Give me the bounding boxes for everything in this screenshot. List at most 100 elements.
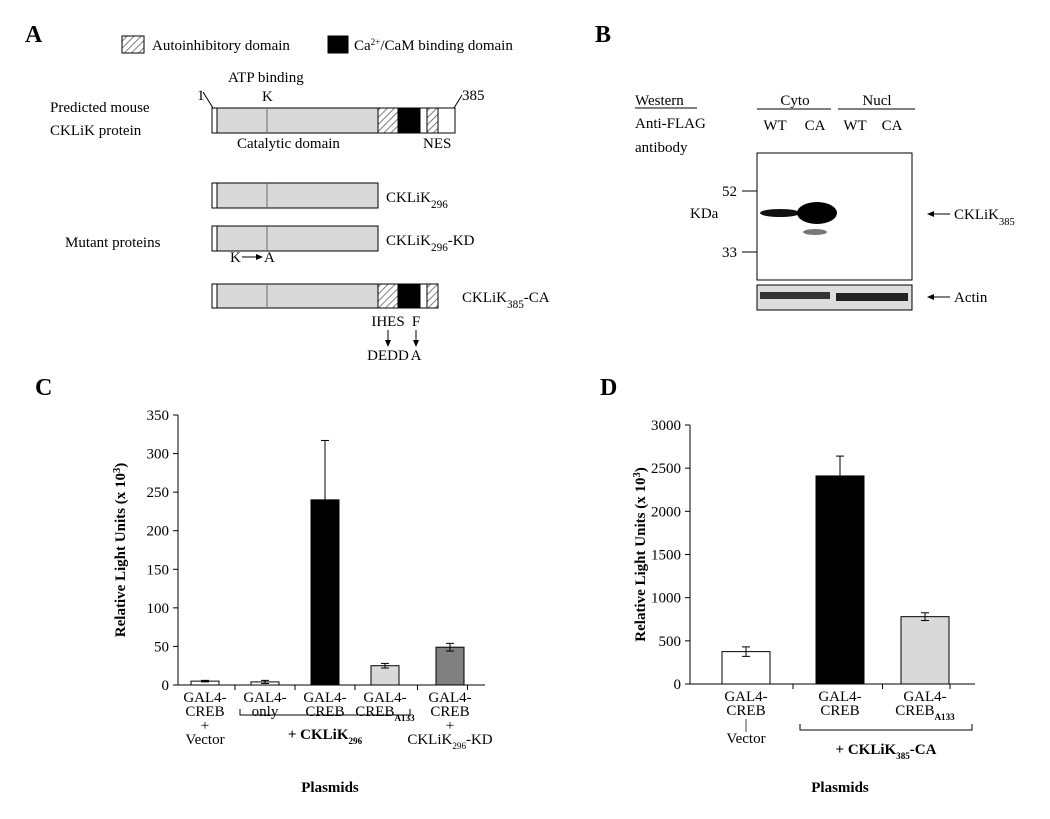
text-part: CKLiK: [954, 207, 999, 223]
x-tick-label: only: [252, 704, 279, 720]
text-part: CKLiK: [462, 290, 507, 306]
x-axis-label: Plasmids: [811, 780, 869, 796]
mw-unit: KDa: [690, 206, 719, 222]
mutation-from: K: [230, 250, 241, 266]
text-part: Relative Light Units (x 10: [633, 478, 649, 642]
text-part: -CA: [910, 742, 937, 758]
method-text: Anti-FLAG: [635, 116, 706, 132]
x-tick-label: GAL4-: [183, 690, 226, 706]
legend-text: Ca2+/CaM binding domain: [354, 37, 513, 54]
text-part: -KD: [448, 233, 475, 249]
x-tick-label: Vector: [185, 732, 224, 748]
mw-marker: 52: [722, 184, 737, 200]
group-label: + CKLiK296: [288, 727, 363, 746]
error-bar: [381, 662, 389, 669]
text-part: /CaM binding domain: [380, 38, 513, 54]
lane-label: CA: [882, 118, 903, 134]
y-tick-label: 0: [674, 677, 682, 693]
x-tick-label: |: [744, 717, 747, 733]
tether: [453, 94, 463, 109]
subscript: 296: [431, 242, 448, 254]
band: [797, 202, 837, 224]
y-tick-label: 0: [162, 678, 170, 694]
protein-name: CKLiK385-CA: [462, 290, 550, 311]
band-label: Actin: [954, 290, 988, 306]
mutation-from: F: [412, 314, 420, 330]
group-bracket: [239, 709, 411, 716]
y-tick-label: 2000: [651, 504, 681, 520]
method-text: Western: [635, 93, 684, 109]
y-axis-label: Relative Light Units (x 103): [632, 467, 650, 641]
text-part: CKLiK: [386, 233, 431, 249]
text-part: ): [113, 463, 129, 468]
residue-number: 385: [462, 88, 485, 104]
domain-label: NES: [423, 136, 451, 152]
y-tick-label: 3000: [651, 418, 681, 434]
bar: [900, 616, 950, 685]
x-tick-label: GAL4-: [303, 690, 346, 706]
band-label: CKLiK385: [954, 207, 1015, 228]
text-part: + CKLiK: [288, 727, 349, 743]
catalytic-domain: [216, 107, 379, 134]
text-part: Ca: [354, 38, 371, 54]
x-tick-label: GAL4-: [818, 689, 861, 705]
nes-domain: [426, 283, 439, 309]
subscript: 296: [431, 199, 448, 211]
x-tick-label: +: [446, 718, 454, 734]
x-tick-label: Vector: [726, 731, 765, 747]
cam-domain: [397, 107, 421, 134]
error-bar: [201, 679, 209, 683]
linker: [419, 283, 428, 309]
y-tick-label: 300: [147, 447, 170, 463]
x-tick-label: CREB: [185, 704, 224, 720]
site-label: K: [262, 89, 273, 105]
x-tick-label: CREB: [305, 704, 344, 720]
lane-label: WT: [843, 118, 866, 134]
band: [836, 293, 908, 301]
mutation-to: DEDD: [367, 348, 409, 364]
superscript: 2+: [371, 37, 381, 47]
x-tick-label: GAL4-: [243, 690, 286, 706]
panel-label: A: [25, 22, 43, 48]
mutation-from: IHES: [371, 314, 404, 330]
cam-domain: [397, 283, 421, 309]
y-tick-label: 2500: [651, 461, 681, 477]
protein-name: CKLiK296: [386, 190, 448, 211]
error-bar: [321, 439, 329, 560]
x-tick-label: CREBA133: [895, 703, 955, 722]
protein-start: [211, 283, 218, 309]
text-part: CREB: [895, 703, 934, 719]
error-bar: [836, 455, 844, 497]
text-part: CKLiK: [407, 732, 452, 748]
fraction-label: Cyto: [780, 93, 809, 109]
bar: [435, 646, 465, 686]
x-tick-label: +: [201, 718, 209, 734]
mw-marker: 33: [722, 245, 737, 261]
protein-name: CKLiK296-KD: [386, 233, 475, 254]
bar: [815, 475, 865, 685]
group-bracket: [799, 724, 973, 731]
band: [760, 292, 830, 299]
x-tick-label: CREB: [726, 703, 765, 719]
x-tick-label: GAL4-: [428, 690, 471, 706]
y-tick-label: 250: [147, 485, 170, 501]
y-tick-label: 500: [659, 634, 682, 650]
text-part: -KD: [466, 732, 493, 748]
method-text: antibody: [635, 140, 688, 156]
protein-start: [211, 225, 218, 252]
x-tick-label: CKLiK296-KD: [407, 732, 492, 751]
error-bar: [921, 612, 929, 622]
superscript: 3: [112, 468, 123, 473]
group-label: + CKLiK385-CA: [836, 742, 937, 761]
row-title: Mutant proteins: [65, 235, 161, 251]
y-tick-label: 50: [154, 639, 169, 655]
subscript: 296: [452, 741, 466, 751]
tether: [202, 91, 214, 109]
lane-label: WT: [763, 118, 786, 134]
panel-label: C: [35, 375, 52, 401]
superscript: 3: [632, 472, 643, 477]
fraction-label: Nucl: [862, 93, 891, 109]
text-part: + CKLiK: [836, 742, 897, 758]
x-tick-label: GAL4-: [724, 689, 767, 705]
